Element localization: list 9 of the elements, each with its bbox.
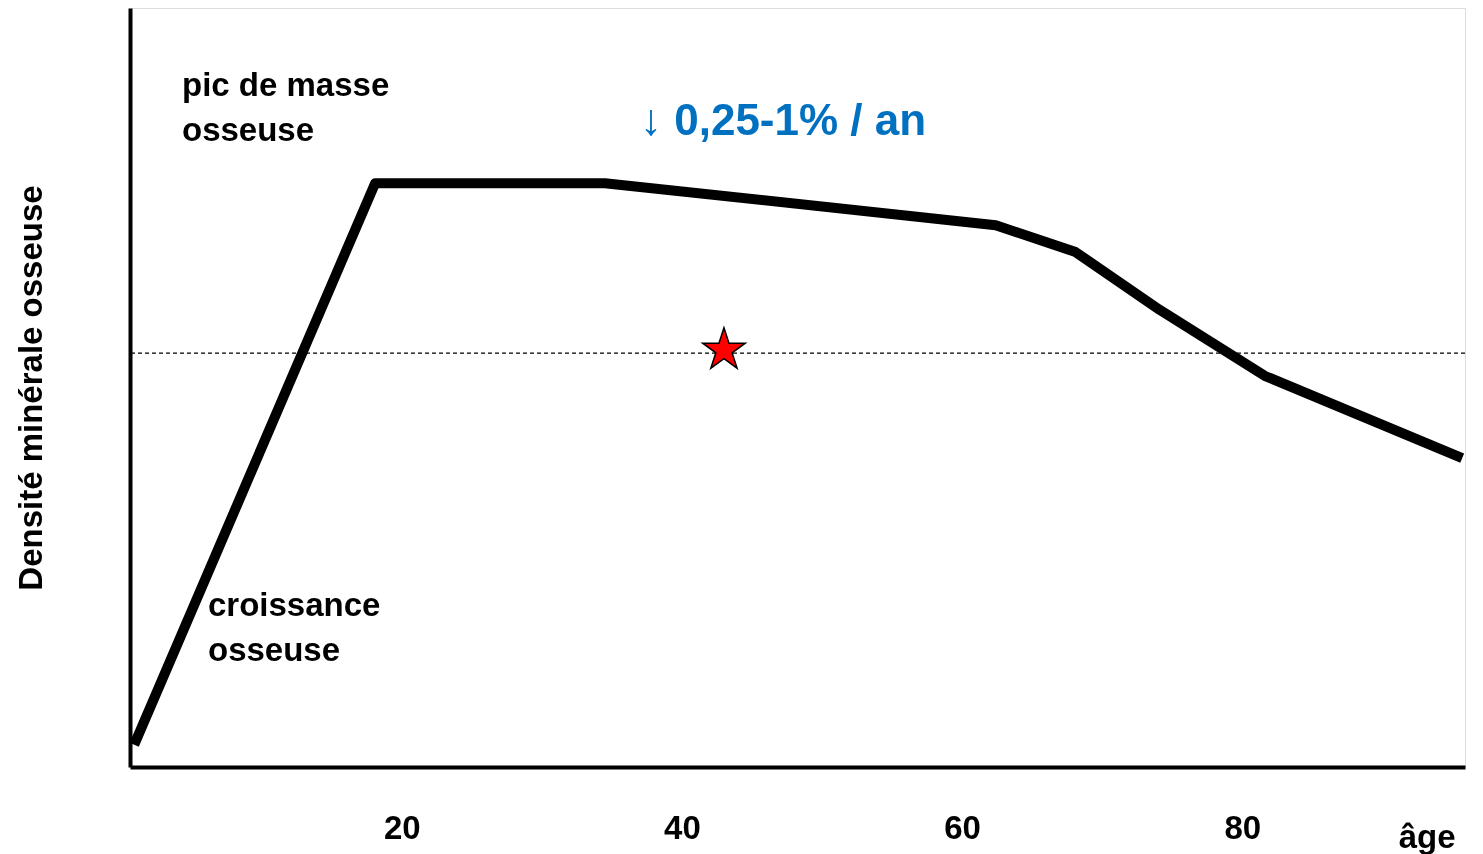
x-axis-title: âge xyxy=(1398,817,1456,854)
x-tick-label: 40 xyxy=(664,808,701,846)
text: pic de masse osseuse xyxy=(182,66,390,148)
x-tick-label: 20 xyxy=(383,808,421,846)
annotation: croissance osseuse xyxy=(208,586,381,668)
y-axis-title: Densité minérale osseuse xyxy=(11,185,49,591)
text: ↓ 0,25-1% / an xyxy=(640,95,927,144)
x-tick-label: 80 xyxy=(1224,808,1262,846)
x-tick-label: 60 xyxy=(944,808,981,846)
